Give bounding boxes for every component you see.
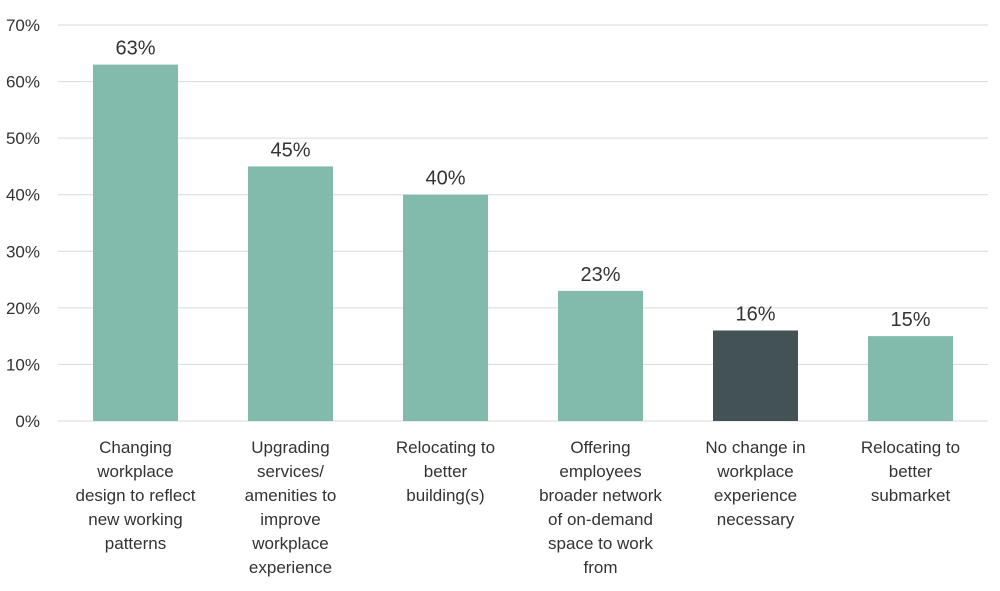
bar-6: [868, 336, 953, 421]
category-label: Upgrading services/amenities to improve wor…: [245, 438, 337, 577]
bars: [93, 64, 953, 421]
category-label-line: broader network: [539, 486, 662, 505]
category-label-line: Upgrading: [251, 438, 329, 457]
category-label-line: employees: [559, 462, 641, 481]
category-label-line: space to work: [548, 534, 653, 553]
category-label-line: workplace: [251, 534, 329, 553]
category-label-line: design to reflect: [75, 486, 195, 505]
category-label-line: building(s): [406, 486, 484, 505]
category-label-line: submarket: [871, 486, 951, 505]
y-tick-label: 70%: [6, 16, 40, 35]
category-label-line: Relocating to: [396, 438, 495, 457]
bar-5: [713, 330, 798, 421]
category-label-line: amenities to: [245, 486, 337, 505]
value-label: 15%: [890, 309, 930, 331]
category-label: Changing workplace design to reflect new wo…: [75, 438, 195, 553]
value-label: 45%: [270, 139, 310, 161]
value-label: 63%: [115, 38, 155, 60]
category-label-line: from: [584, 558, 618, 577]
category-label-line: patterns: [105, 534, 166, 553]
y-tick-label: 20%: [6, 299, 40, 318]
bar-4: [558, 290, 643, 421]
category-label-line: Offering: [570, 438, 630, 457]
category-label-line: better: [424, 462, 468, 481]
bar-3: [403, 194, 488, 421]
category-label-line: of on-demand: [548, 510, 653, 529]
category-label-line: workplace: [716, 462, 794, 481]
category-label: Relocating to better submarket: [861, 438, 960, 505]
value-label: 23%: [580, 264, 620, 286]
y-tick-label: 10%: [6, 355, 40, 374]
y-tick-label: 30%: [6, 242, 40, 261]
y-tick-label: 40%: [6, 186, 40, 205]
category-label-line: workplace: [96, 462, 174, 481]
category-label-line: better: [889, 462, 933, 481]
category-label: No change in workplace experience necessary: [705, 438, 805, 529]
gridlines: [58, 24, 988, 422]
category-label-line: No change in: [705, 438, 805, 457]
category-label-line: services/: [257, 462, 324, 481]
category-label-line: experience: [714, 486, 797, 505]
y-axis-ticks: 0% 10% 20% 30% 40% 50% 60% 70%: [6, 16, 40, 431]
y-tick-label: 50%: [6, 129, 40, 148]
bar-2: [248, 166, 333, 421]
value-label: 40%: [425, 168, 465, 190]
category-label-line: new working: [88, 510, 183, 529]
category-label-line: experience: [249, 558, 332, 577]
category-label-line: improve: [260, 510, 320, 529]
y-tick-label: 0%: [15, 412, 40, 431]
value-label: 16%: [735, 303, 775, 325]
category-label-line: necessary: [717, 510, 795, 529]
category-label: Relocating to better building(s): [396, 438, 495, 505]
value-labels: 63% 45% 40% 23% 16% 15%: [115, 38, 930, 332]
category-label-line: Changing: [99, 438, 172, 457]
category-labels: Changing workplace design to reflect new wo…: [75, 438, 960, 577]
bar-1: [93, 64, 178, 421]
category-label: Offering employees broader network of on-de…: [539, 438, 662, 577]
category-label-line: Relocating to: [861, 438, 960, 457]
y-tick-label: 60%: [6, 73, 40, 92]
